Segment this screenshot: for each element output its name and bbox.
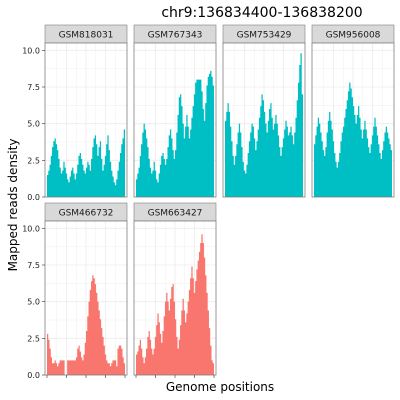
- facet-panel: GSM818031 0.0 2.5 5.0 7.5 10.0: [22, 24, 128, 202]
- series-area-GSM663427: [136, 234, 214, 375]
- facet-strip-label: GSM753429: [237, 31, 292, 41]
- panel-border: [133, 42, 217, 198]
- y-tick-label: 7.5: [27, 261, 40, 270]
- panel-border: [44, 42, 128, 198]
- y-tick-label: 10.0: [22, 224, 40, 233]
- series-area-GSM818031: [47, 129, 125, 197]
- x-axis-title: Genome positions: [166, 380, 274, 394]
- facet-panel: GSM767343: [133, 24, 217, 198]
- facet-panel: GSM466732 0.0 2.5 5.0 7.5 10.0: [22, 202, 128, 380]
- facet-strip-label: GSM956008: [326, 31, 381, 41]
- panel-border: [311, 42, 395, 198]
- series-area-GSM466732: [47, 275, 125, 375]
- facet-panel: GSM956008: [311, 24, 395, 198]
- y-tick-label: 5.0: [27, 120, 40, 129]
- facet-strip-label: GSM767343: [148, 31, 203, 41]
- series-area-GSM767343: [136, 70, 214, 197]
- y-tick-label: 5.0: [27, 298, 40, 307]
- facet-panel: GSM753429: [222, 24, 306, 198]
- series-area-GSM956008: [314, 82, 392, 197]
- facet-strip-label: GSM466732: [59, 209, 114, 219]
- y-tick-label: 7.5: [27, 83, 40, 92]
- facet-panel: GSM663427: [133, 202, 217, 378]
- chart-title: chr9:136834400-136838200: [161, 5, 362, 21]
- y-tick-label: 2.5: [27, 156, 40, 165]
- facet-strip-label: GSM818031: [59, 31, 114, 41]
- y-tick-label: 2.5: [27, 334, 40, 343]
- y-axis-title: Mapped reads density: [6, 139, 20, 272]
- facet-panels: GSM818031 0.0 2.5 5.0 7.5 10.0 GSM767343 GSM753…: [22, 24, 395, 380]
- panel-border: [222, 42, 306, 198]
- series-area-GSM753429: [225, 53, 303, 197]
- facet-strip-label: GSM663427: [148, 209, 203, 219]
- y-tick-label: 0.0: [27, 371, 40, 380]
- y-tick-label: 10.0: [22, 46, 40, 55]
- y-tick-label: 0.0: [27, 193, 40, 202]
